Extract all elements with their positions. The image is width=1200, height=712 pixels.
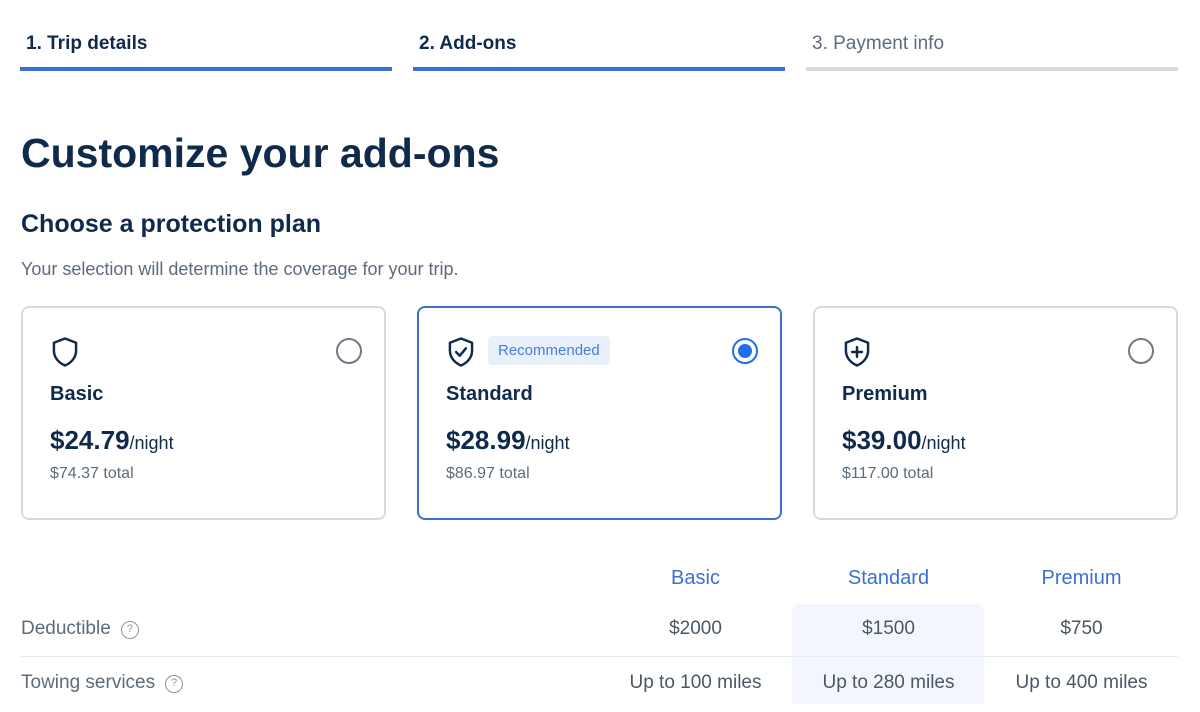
plan-radio-basic[interactable]	[336, 338, 362, 364]
help-icon[interactable]: ?	[120, 621, 139, 639]
shield-plus-icon	[844, 337, 870, 367]
plan-card-standard[interactable]: Recommended Standard $28.99/night $86.97…	[417, 306, 782, 520]
table-cell: Up to 400 miles	[1015, 672, 1148, 693]
plan-total: $86.97 total	[446, 465, 530, 482]
section-description: Your selection will determine the covera…	[21, 259, 459, 279]
table-cell: $750	[1060, 618, 1103, 639]
help-icon[interactable]: ?	[165, 675, 184, 693]
plan-radio-premium[interactable]	[1128, 338, 1154, 364]
row-label: Towing services	[21, 672, 156, 693]
page-title: Customize your add-ons	[21, 130, 500, 176]
shield-check-icon	[448, 337, 474, 367]
recommended-badge: Recommended	[488, 336, 610, 365]
plan-price: $39.00/night	[842, 425, 966, 455]
row-label: Deductible	[21, 618, 111, 639]
table-row-deductible: Deductible? $2000 $1500 $750	[21, 606, 1178, 658]
plan-name: Basic	[50, 383, 104, 405]
plan-name: Premium	[842, 383, 928, 405]
plan-price: $28.99/night	[446, 425, 570, 455]
plan-card-basic[interactable]: Basic $24.79/night $74.37 total	[21, 306, 386, 520]
plan-total: $74.37 total	[50, 465, 134, 482]
plan-name: Standard	[446, 383, 533, 405]
plan-card-premium[interactable]: Premium $39.00/night $117.00 total	[813, 306, 1178, 520]
column-header-standard: Standard	[847, 567, 930, 589]
table-cell: Up to 280 miles	[822, 672, 955, 693]
selected-column-highlight	[792, 604, 984, 704]
column-header-basic: Basic	[671, 567, 720, 589]
step-add-ons[interactable]: 2. Add-ons	[413, 33, 785, 71]
section-title: Choose a protection plan	[21, 210, 322, 238]
table-row-towing: Towing services? Up to 100 miles Up to 2…	[21, 660, 1178, 712]
plan-price: $24.79/night	[50, 425, 174, 455]
step-payment-info[interactable]: 3. Payment info	[806, 33, 1178, 71]
shield-icon	[52, 337, 78, 367]
row-divider	[21, 656, 1178, 657]
table-cell: $1500	[862, 618, 915, 639]
step-trip-details[interactable]: 1. Trip details	[20, 33, 392, 71]
column-header-premium: Premium	[1041, 567, 1122, 589]
plan-radio-standard[interactable]	[732, 338, 758, 364]
table-cell: $2000	[669, 618, 722, 639]
table-cell: Up to 100 miles	[629, 672, 762, 693]
stepper: 1. Trip details 2. Add-ons 3. Payment in…	[20, 33, 1178, 71]
plan-total: $117.00 total	[842, 465, 934, 482]
